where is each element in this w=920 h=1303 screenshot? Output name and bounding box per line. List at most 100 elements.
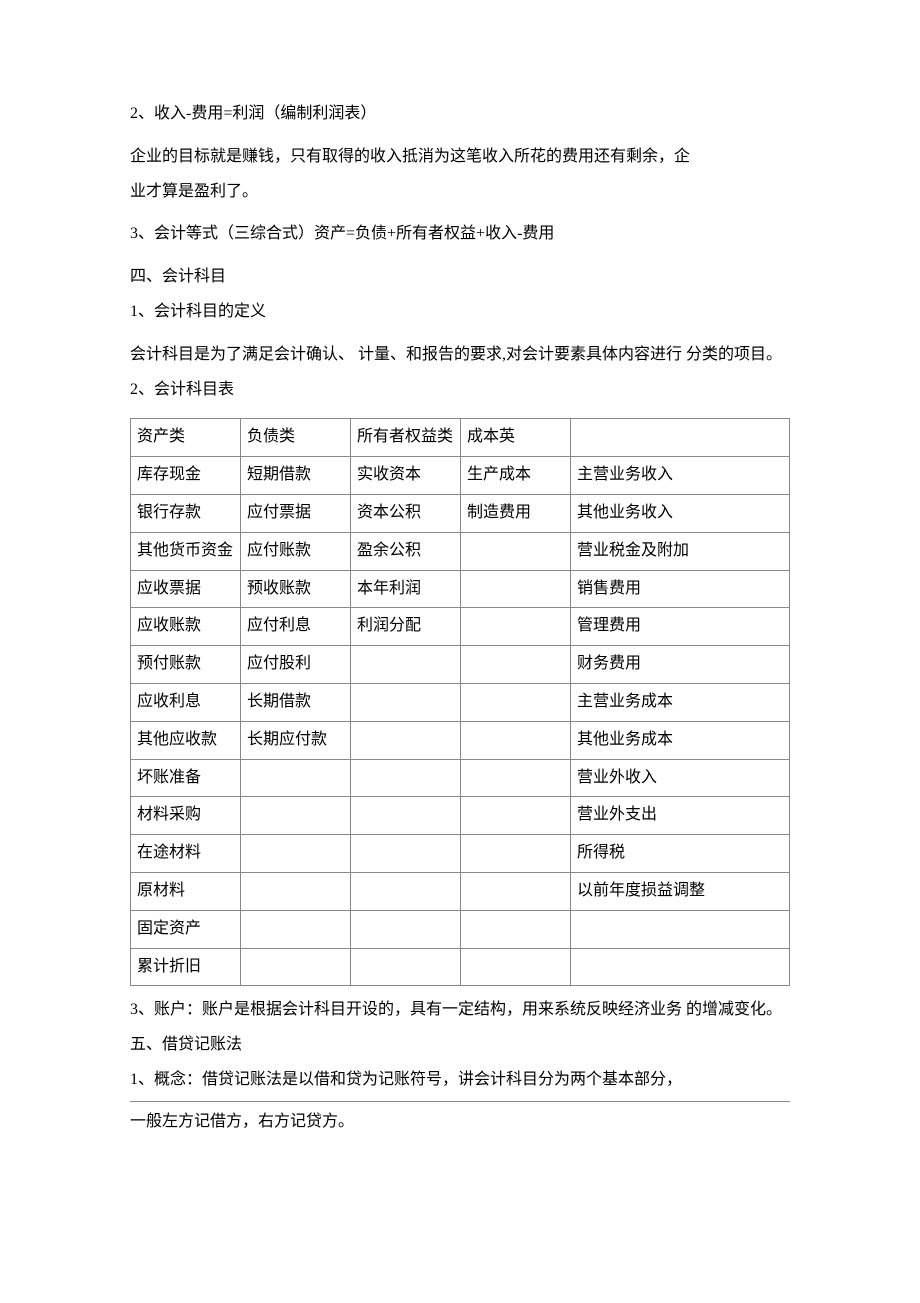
table-cell	[461, 835, 571, 873]
table-row: 库存现金短期借款实收资本生产成本主营业务收入	[131, 457, 790, 495]
table-cell	[461, 759, 571, 797]
paragraph-item-2: 2、收入-费用=利润（编制利润表）	[130, 100, 790, 129]
table-cell: 其他应收款	[131, 721, 241, 759]
divider-line	[130, 1101, 790, 1102]
table-cell	[461, 532, 571, 570]
table-cell: 制造费用	[461, 494, 571, 532]
table-row: 在途材料 所得税	[131, 835, 790, 873]
table-cell: 材料采购	[131, 797, 241, 835]
table-cell: 销售费用	[571, 570, 790, 608]
paragraph-4-3: 3、账户：账户是根据会计科目开设的，具有一定结构，用来系统反映经济业务 的增减变…	[130, 996, 790, 1025]
table-cell	[241, 835, 351, 873]
table-row: 应收利息长期借款 主营业务成本	[131, 683, 790, 721]
table-row: 其他货币资金应付账款盈余公积 营业税金及附加	[131, 532, 790, 570]
table-cell	[461, 721, 571, 759]
table-cell	[461, 646, 571, 684]
table-cell: 在途材料	[131, 835, 241, 873]
table-cell	[351, 683, 461, 721]
table-cell: 主营业务成本	[571, 683, 790, 721]
paragraph-4-1-body: 会计科目是为了满足会计确认、 计量、和报告的要求,对会计要素具体内容进行 分类的…	[130, 341, 790, 370]
table-cell: 资本公积	[351, 494, 461, 532]
table-cell	[461, 570, 571, 608]
table-cell: 资产类	[131, 419, 241, 457]
table-cell: 应收利息	[131, 683, 241, 721]
table-cell	[351, 646, 461, 684]
table-cell: 应付票据	[241, 494, 351, 532]
table-cell	[351, 910, 461, 948]
table-cell	[571, 910, 790, 948]
heading-section-4: 四、会计科目	[130, 263, 790, 292]
table-cell	[461, 683, 571, 721]
table-row: 其他应收款长期应付款 其他业务成本	[131, 721, 790, 759]
table-cell: 库存现金	[131, 457, 241, 495]
table-cell: 累计折旧	[131, 948, 241, 986]
table-cell: 利润分配	[351, 608, 461, 646]
table-row: 材料采购 营业外支出	[131, 797, 790, 835]
table-cell	[241, 797, 351, 835]
paragraph-item-3: 3、会计等式（三综合式）资产=负债+所有者权益+收入-费用	[130, 220, 790, 249]
paragraph-5-1-line-2: 一般左方记借方，右方记贷方。	[130, 1108, 790, 1137]
table-cell: 长期应付款	[241, 721, 351, 759]
table-cell: 以前年度损益调整	[571, 872, 790, 910]
table-cell: 所得税	[571, 835, 790, 873]
table-row: 原材料 以前年度损益调整	[131, 872, 790, 910]
table-cell	[351, 759, 461, 797]
paragraph-body-line-2: 业才算是盈利了。	[130, 178, 790, 207]
table-cell	[241, 872, 351, 910]
paragraph-5-1-line-1: 1、概念：借贷记账法是以借和贷为记账符号，讲会计科目分为两个基本部分，	[130, 1066, 790, 1095]
table-cell: 应付账款	[241, 532, 351, 570]
table-cell	[461, 608, 571, 646]
table-cell: 应付利息	[241, 608, 351, 646]
table-row: 预付账款应付股利 财务费用	[131, 646, 790, 684]
table-cell: 其他业务成本	[571, 721, 790, 759]
table-cell: 其他货币资金	[131, 532, 241, 570]
table-cell: 营业税金及附加	[571, 532, 790, 570]
table-cell: 盈余公积	[351, 532, 461, 570]
paragraph-body-line-1: 企业的目标就是赚钱，只有取得的收入抵消为这笔收入所花的费用还有剩余，企	[130, 143, 790, 172]
table-cell	[351, 872, 461, 910]
table-cell: 预付账款	[131, 646, 241, 684]
table-cell	[241, 759, 351, 797]
table-row: 银行存款应付票据资本公积制造费用其他业务收入	[131, 494, 790, 532]
table-cell: 实收资本	[351, 457, 461, 495]
table-cell: 应付股利	[241, 646, 351, 684]
table-row: 应收票据预收账款本年利润销售费用	[131, 570, 790, 608]
table-cell: 坏账准备	[131, 759, 241, 797]
table-cell	[351, 948, 461, 986]
table-cell	[461, 872, 571, 910]
table-cell: 财务费用	[571, 646, 790, 684]
table-cell: 营业外收入	[571, 759, 790, 797]
table-cell: 预收账款	[241, 570, 351, 608]
table-cell	[241, 948, 351, 986]
table-cell: 应收账款	[131, 608, 241, 646]
table-cell	[351, 721, 461, 759]
table-cell	[461, 797, 571, 835]
heading-section-5: 五、借贷记账法	[130, 1031, 790, 1060]
table-cell	[571, 419, 790, 457]
table-row: 应收账款应付利息利润分配 管理费用	[131, 608, 790, 646]
table-cell: 原材料	[131, 872, 241, 910]
table-row: 资产类负债类所有者权益类成本英	[131, 419, 790, 457]
table-cell	[351, 797, 461, 835]
table-cell: 主营业务收入	[571, 457, 790, 495]
paragraph-4-2-title: 2、会计科目表	[130, 376, 790, 405]
table-cell	[351, 835, 461, 873]
paragraph-4-1-title: 1、会计科目的定义	[130, 298, 790, 327]
table-cell: 生产成本	[461, 457, 571, 495]
table-cell: 其他业务收入	[571, 494, 790, 532]
table-cell: 银行存款	[131, 494, 241, 532]
table-cell: 所有者权益类	[351, 419, 461, 457]
table-cell: 长期借款	[241, 683, 351, 721]
table-row: 累计折旧	[131, 948, 790, 986]
table-cell: 营业外支出	[571, 797, 790, 835]
table-cell	[571, 948, 790, 986]
table-cell: 负债类	[241, 419, 351, 457]
table-row: 固定资产	[131, 910, 790, 948]
table-cell: 本年利润	[351, 570, 461, 608]
table-cell: 固定资产	[131, 910, 241, 948]
table-cell	[241, 910, 351, 948]
table-cell	[461, 948, 571, 986]
table-cell: 短期借款	[241, 457, 351, 495]
table-cell: 管理费用	[571, 608, 790, 646]
table-cell: 成本英	[461, 419, 571, 457]
